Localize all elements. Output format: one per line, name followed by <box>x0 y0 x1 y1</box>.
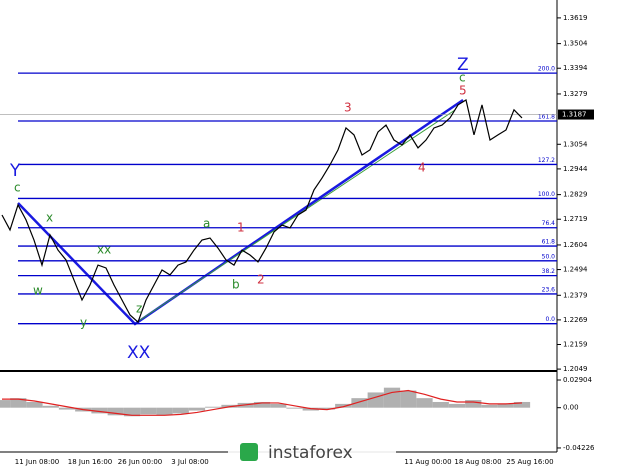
osc-bar <box>172 407 189 414</box>
osc-bar <box>513 401 531 408</box>
watermark-logo <box>240 443 258 461</box>
wave-label: c <box>14 181 21 195</box>
fib-label: 50.0 <box>542 253 556 260</box>
wave-label: b <box>232 278 240 292</box>
last-price-box <box>558 109 594 120</box>
y-tick-label: 1.2494 <box>563 266 588 274</box>
osc-bar <box>107 407 124 416</box>
y-tick-label: 1.2719 <box>563 215 588 223</box>
wave-label: c <box>459 71 466 85</box>
osc-bar <box>42 405 59 408</box>
wave-label: Z <box>457 55 469 75</box>
fib-label: 0.0 <box>545 316 555 323</box>
osc-bar <box>383 387 401 408</box>
osc-bar <box>286 407 303 409</box>
wave-label: Y <box>9 161 21 181</box>
osc-bar <box>188 407 206 411</box>
osc-bar <box>0 400 11 408</box>
osc-bar <box>10 398 27 408</box>
osc-bar <box>58 407 76 410</box>
fib-label: 76.4 <box>542 220 556 227</box>
osc-bar <box>481 404 498 408</box>
osc-bar <box>351 398 368 408</box>
wave-label: 5 <box>459 84 467 98</box>
osc-bar <box>367 392 384 408</box>
wave-label: xx <box>97 243 111 257</box>
osc-bar <box>26 401 43 408</box>
price-line <box>1 99 523 324</box>
osc-bar <box>497 403 514 408</box>
fib-label: 127.2 <box>538 157 555 164</box>
osc-bar <box>253 401 271 408</box>
osc-bar <box>270 403 287 408</box>
osc-y-tick-label: 0.00 <box>563 404 579 412</box>
osc-bar <box>205 406 222 408</box>
wave-label: w <box>33 284 43 298</box>
x-tick-label: 18 Aug 08:00 <box>454 458 501 466</box>
watermark: instaforex <box>268 443 353 463</box>
osc-bar <box>400 390 417 408</box>
osc-bar <box>156 407 173 416</box>
wave-label: 3 <box>344 101 352 115</box>
osc-bar <box>432 401 449 408</box>
x-tick-label: 26 Jun 00:00 <box>118 458 162 466</box>
osc-bar <box>91 407 108 414</box>
x-tick-label: 11 Aug 00:00 <box>404 458 451 466</box>
fib-label: 61.8 <box>542 239 556 246</box>
y-tick-label: 1.2049 <box>563 365 588 373</box>
fib-label: 38.2 <box>542 268 556 275</box>
y-tick-label: 1.2379 <box>563 291 588 299</box>
osc-bar <box>140 407 157 415</box>
wave-label: 2 <box>257 273 265 287</box>
osc-bar <box>416 398 433 408</box>
y-tick-label: 1.2829 <box>563 191 588 199</box>
y-tick-label: 1.2269 <box>563 316 588 324</box>
wave-label: y <box>80 316 87 330</box>
y-tick-label: 1.3394 <box>563 64 588 72</box>
osc-bar <box>448 403 466 408</box>
y-tick-label: 1.2159 <box>563 340 588 348</box>
fib-label: 161.8 <box>538 114 555 121</box>
last-price-label: 1.3187 <box>562 111 587 119</box>
osc-bar <box>465 400 482 408</box>
osc-bar <box>335 403 352 408</box>
osc-bar <box>123 407 141 417</box>
x-tick-label: 11 Jun 08:00 <box>15 458 59 466</box>
x-tick-label: 25 Aug 16:00 <box>506 458 553 466</box>
x-tick-label: 3 Jul 08:00 <box>171 458 209 466</box>
osc-signal <box>2 389 523 416</box>
osc-bar <box>318 407 336 410</box>
y-tick-label: 1.3504 <box>563 40 588 48</box>
wave-label: z <box>136 302 142 316</box>
y-tick-label: 1.3279 <box>563 90 588 98</box>
wave-label: a <box>203 217 210 231</box>
wave-label: XX <box>127 343 151 363</box>
fib-label: 100.0 <box>538 191 555 198</box>
osc-y-tick-label: -0.04226 <box>563 444 595 452</box>
fib-label: 200.0 <box>538 66 555 73</box>
y-tick-label: 1.2944 <box>563 165 588 173</box>
x-tick-label: 18 Jun 16:00 <box>68 458 112 466</box>
osc-y-tick-label: 0.02904 <box>563 376 592 384</box>
wave-label: 1 <box>237 221 245 235</box>
wave-label: 4 <box>418 161 426 175</box>
wave-label: x <box>46 211 53 225</box>
y-tick-label: 1.2604 <box>563 241 588 249</box>
y-tick-label: 1.3619 <box>563 14 588 22</box>
fib-label: 23.6 <box>542 286 556 293</box>
y-tick-label: 1.3054 <box>563 140 588 148</box>
